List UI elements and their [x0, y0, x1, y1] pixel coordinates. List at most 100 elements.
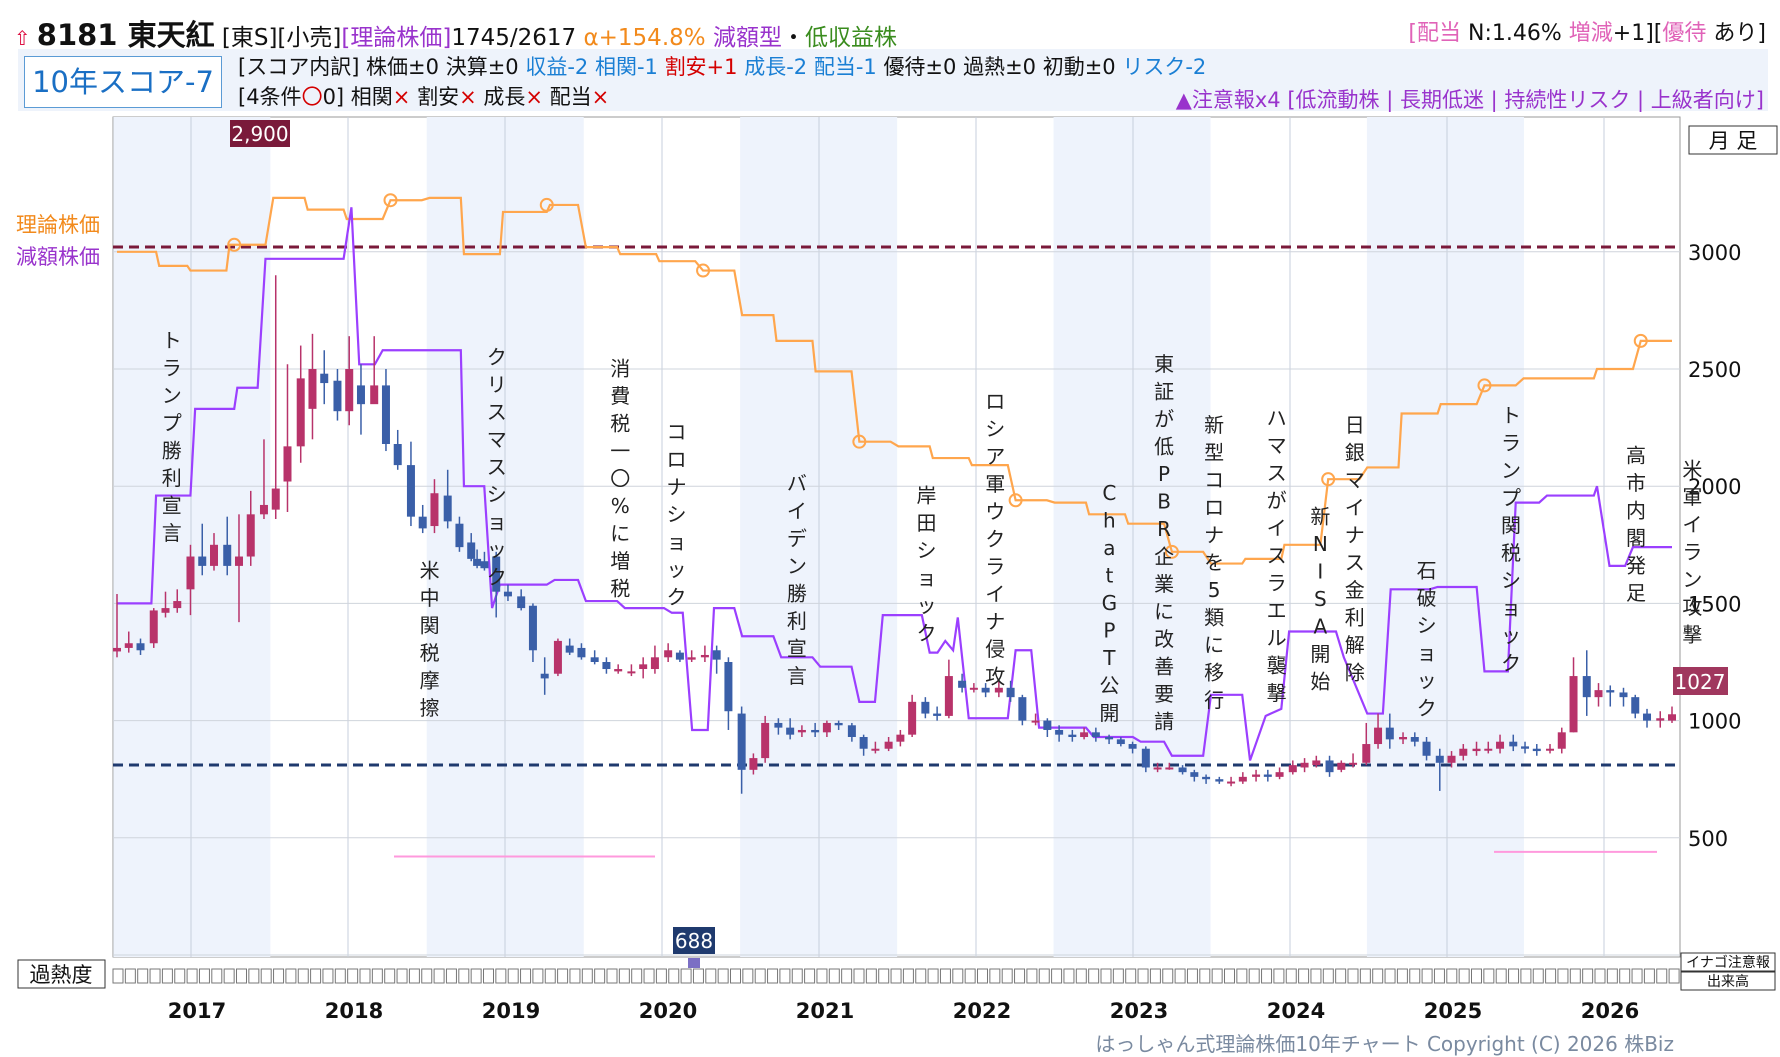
event-label-char: ハ: [1267, 406, 1287, 430]
candle-body: [1105, 737, 1114, 740]
candle-body: [908, 701, 917, 735]
candle-body: [1091, 732, 1100, 738]
score-segment-3: 成長-2 配当-1: [744, 55, 884, 79]
candle-body: [590, 657, 599, 662]
candle-body: [1656, 718, 1665, 721]
event-label-char: 〇: [610, 467, 630, 491]
low-marker: [688, 958, 700, 968]
event-label-char: シ: [487, 482, 507, 506]
candle-body: [700, 654, 709, 658]
event-label-char: シ: [917, 538, 937, 562]
event-label-char: 利: [162, 466, 182, 490]
candle-body: [1178, 767, 1187, 773]
candle-body: [1031, 720, 1040, 723]
event-label-char: 開: [1310, 642, 1330, 666]
heat-cell: [149, 968, 161, 984]
candle-body: [1202, 776, 1211, 780]
heat-cell: [124, 968, 136, 984]
candle-body: [1068, 734, 1077, 738]
x-tick-label: 2017: [168, 999, 226, 1023]
candle-body: [1484, 748, 1493, 751]
theory-marker: [1633, 333, 1648, 348]
theory-value: 1745/2617: [451, 25, 577, 51]
heat-cell: [1545, 968, 1557, 984]
right-label-box-2: [1680, 971, 1776, 991]
event-label-char: 東: [1154, 352, 1174, 376]
candle-body: [1582, 676, 1591, 698]
low-label: 688: [675, 929, 713, 953]
event-label-char: 5: [1208, 578, 1221, 602]
event-label-char: R: [1157, 517, 1171, 541]
candle-body: [1141, 748, 1150, 768]
heat-cell: [223, 968, 235, 984]
heat-cell: [211, 968, 223, 984]
event-label-char: 新: [1310, 504, 1330, 528]
last-label: 1027: [1675, 670, 1726, 694]
event-label-char: ン: [1682, 567, 1702, 591]
heat-cell: [1421, 968, 1433, 984]
event-label-char: プ: [1501, 486, 1521, 510]
heat-cell: [767, 968, 779, 984]
event-label-char: デ: [787, 527, 807, 551]
heat-cell: [1446, 968, 1458, 984]
event-label-char: イ: [1682, 512, 1702, 536]
event-label-char: プ: [162, 411, 182, 435]
event-label-char: マ: [1345, 468, 1365, 492]
event-label-char: ッ: [1501, 624, 1521, 648]
heat-cell: [804, 968, 816, 984]
theory-marker: [1321, 472, 1336, 487]
candle-body: [418, 516, 427, 529]
heat-cell: [557, 968, 569, 984]
theory-marker: [1008, 493, 1023, 508]
candle-body: [503, 591, 512, 597]
event-label-char: ク: [1417, 696, 1437, 720]
candle-body: [1227, 781, 1236, 784]
heat-cell: [1298, 968, 1310, 984]
event-label-char: 移: [1204, 660, 1224, 684]
candle-body: [1325, 760, 1334, 773]
event-label-char: に: [610, 522, 630, 546]
event-label-char: ナ: [666, 475, 686, 499]
heat-cell: [371, 968, 383, 984]
candle-body: [473, 558, 482, 566]
event-label-char: シ: [1417, 613, 1437, 637]
candle-body: [1631, 697, 1640, 714]
heat-cell: [1483, 968, 1495, 984]
x-tick-label: 2024: [1267, 999, 1325, 1023]
event-label-char: T: [1102, 646, 1116, 670]
candle-body: [1043, 720, 1052, 730]
candle-body: [834, 722, 843, 726]
increase-label: 増減: [1568, 21, 1613, 46]
candle-body: [198, 556, 207, 566]
dividend-label: [配当: [1408, 21, 1461, 46]
score-segment-5: リスク-2: [1122, 55, 1207, 79]
y-tick-label: 2500: [1688, 358, 1741, 382]
heat-cell: [1162, 968, 1174, 984]
heat-cell: [260, 968, 272, 984]
heat-cell: [977, 968, 988, 984]
event-label-char: 米: [420, 558, 440, 582]
event-label-char: 石: [1417, 558, 1437, 582]
candle-body: [1496, 741, 1505, 749]
yutai-label: 優待: [1662, 21, 1707, 46]
theory-marker: [383, 193, 398, 208]
event-label-char: ス: [1345, 550, 1365, 574]
cond-circle-icon: 〇: [301, 85, 323, 109]
cond-suffix: 0]: [322, 85, 351, 109]
candle-body: [443, 495, 452, 522]
heat-cell: [1668, 968, 1680, 984]
period-box: [1688, 125, 1778, 155]
event-label-char: 勝: [162, 439, 182, 463]
heat-cell: [1433, 968, 1445, 984]
event-label-char: G: [1102, 591, 1118, 615]
type-label: 減額型: [712, 25, 782, 51]
high-label: 2,900: [231, 122, 288, 146]
candle-body: [1215, 779, 1224, 782]
event-label-char: ス: [1267, 543, 1287, 567]
event-label-char: ク: [487, 345, 507, 369]
candle-body: [381, 385, 390, 445]
heat-cell: [359, 968, 371, 984]
candle-body: [1399, 737, 1408, 740]
heat-cell: [334, 968, 346, 984]
heat-cell: [532, 968, 544, 984]
